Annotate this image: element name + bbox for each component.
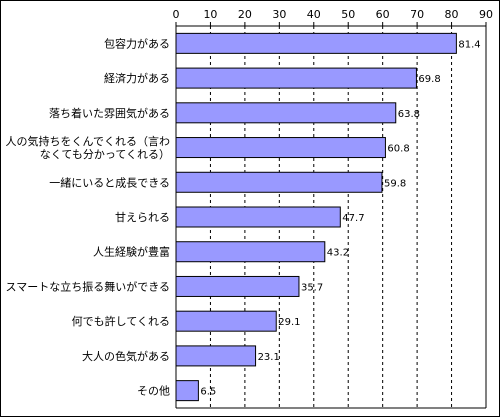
data-label: 35.7: [301, 282, 323, 293]
bar: [175, 137, 386, 159]
category-label: スマートな立ち振る舞いができる: [6, 279, 170, 293]
tick-label: 50: [341, 8, 355, 21]
bar: [175, 380, 199, 402]
x-ticks: 0 10 20 30 40 50 60 70 80 90: [173, 8, 493, 26]
category-label: 経済力がある: [104, 71, 170, 85]
bars: [175, 32, 457, 402]
bar: [175, 102, 397, 124]
category-label: なくても分かってくれる）: [40, 148, 170, 161]
data-label: 81.4: [458, 39, 480, 50]
data-label: 47.7: [342, 213, 364, 224]
data-label: 63.8: [398, 109, 420, 120]
category-label: 甘えられる: [115, 211, 170, 224]
data-label: 60.8: [387, 144, 409, 155]
bar: [175, 32, 457, 54]
tick-label: 70: [410, 8, 424, 21]
category-label: 落ち着いた雰囲気がある: [49, 106, 170, 120]
category-label: 一緒にいると成長できる: [49, 175, 170, 189]
tick-label: 30: [272, 8, 286, 21]
bar: [175, 67, 417, 89]
tick-label: 10: [203, 8, 217, 21]
data-label: 23.1: [258, 352, 280, 363]
bar: [175, 206, 341, 228]
value-labels: 81.4 69.8 63.8 60.8 59.8 47.7 43.2 35.7 29.1 23.1…: [200, 39, 480, 397]
category-label: 人の気持ちをくんでくれる（言わ: [6, 134, 170, 148]
data-label: 6.5: [200, 387, 216, 398]
tick-label: 40: [307, 8, 321, 21]
category-label: その他: [137, 385, 170, 398]
category-label: 何でも許してくれる: [72, 315, 170, 328]
data-label: 69.8: [418, 74, 440, 85]
bar: [175, 345, 257, 367]
data-label: 29.1: [278, 317, 300, 328]
category-label: 大人の色気がある: [82, 349, 170, 363]
category-labels: 包容力がある経済力がある落ち着いた雰囲気がある人の気持ちをくんでくれる（言わなく…: [6, 36, 170, 397]
bar: [175, 275, 300, 297]
tick-label: 20: [238, 8, 252, 21]
tick-label: 80: [445, 8, 459, 21]
bar: [175, 241, 326, 263]
bar: [175, 171, 383, 193]
data-label: 59.8: [384, 178, 406, 189]
category-label: 包容力がある: [104, 36, 170, 50]
axes: [175, 25, 487, 409]
tick-label: 60: [376, 8, 390, 21]
data-label: 43.2: [327, 248, 349, 259]
category-label: 人生経験が豊富: [93, 245, 170, 259]
bar: [175, 310, 277, 332]
tick-label: 0: [173, 8, 180, 21]
tick-label: 90: [479, 8, 493, 21]
